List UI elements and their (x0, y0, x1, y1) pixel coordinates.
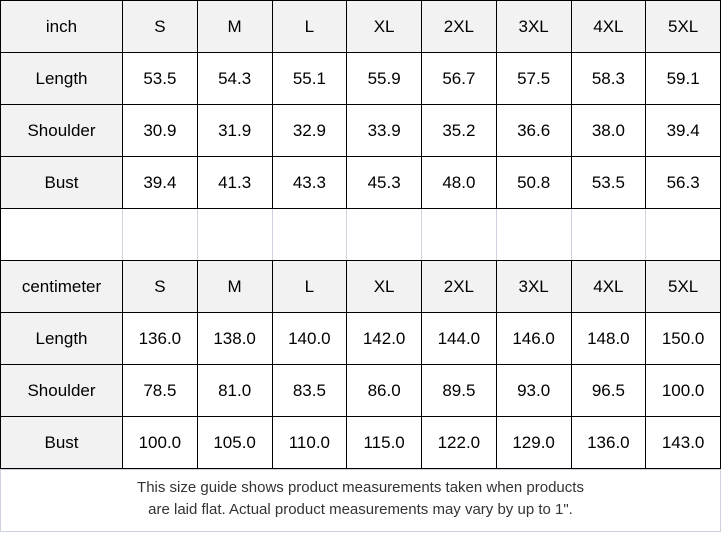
value-cell: 110.0 (271, 416, 348, 469)
value-cell: 105.0 (196, 416, 273, 469)
row-label-cell: Shoulder (0, 364, 123, 417)
note-line-2: are laid flat. Actual product measuremen… (148, 501, 573, 518)
column-header-cell: L (271, 0, 348, 53)
value-cell: 81.0 (196, 364, 273, 417)
row-label-cell: Bust (0, 156, 123, 209)
header-row-centimeter: centimeter S M L XL 2XL 3XL 4XL 5XL (0, 260, 721, 313)
size-table: inch S M L XL 2XL 3XL 4XL 5XL Length 53.5 54.3 55.1 5… (0, 0, 721, 469)
column-header-cell: 4XL (570, 260, 647, 313)
row-label-cell: Length (0, 52, 123, 105)
value-cell: 59.1 (645, 52, 721, 105)
value-cell: 100.0 (122, 416, 198, 469)
column-header-cell: XL (346, 260, 422, 313)
column-header-cell: 5XL (645, 260, 721, 313)
table-row: Shoulder 78.5 81.0 83.5 86.0 89.5 93.0 96.5 100.… (0, 364, 721, 417)
spacer-cell (495, 208, 572, 261)
value-cell: 48.0 (421, 156, 497, 209)
value-cell: 122.0 (421, 416, 497, 469)
spacer-cell (0, 208, 123, 261)
table-row: Shoulder 30.9 31.9 32.9 33.9 35.2 36.6 38.0 39.4 (0, 104, 721, 157)
value-cell: 56.7 (421, 52, 497, 105)
column-header-cell: XL (346, 0, 422, 53)
column-header-cell: S (122, 0, 198, 53)
row-label-cell: Bust (0, 416, 123, 469)
size-table-body: inch S M L XL 2XL 3XL 4XL 5XL Length 53.5 54.3 55.1 5… (0, 0, 721, 469)
value-cell: 58.3 (570, 52, 647, 105)
value-cell: 33.9 (346, 104, 422, 157)
value-cell: 39.4 (122, 156, 198, 209)
spacer-cell (421, 208, 497, 261)
value-cell: 86.0 (346, 364, 422, 417)
value-cell: 45.3 (346, 156, 422, 209)
value-cell: 89.5 (421, 364, 497, 417)
value-cell: 142.0 (346, 312, 422, 365)
spacer-cell (196, 208, 273, 261)
value-cell: 35.2 (421, 104, 497, 157)
note-line-1: This size guide shows product measuremen… (137, 479, 584, 496)
value-cell: 38.0 (570, 104, 647, 157)
value-cell: 83.5 (271, 364, 348, 417)
value-cell: 136.0 (570, 416, 647, 469)
value-cell: 150.0 (645, 312, 721, 365)
spacer-cell (570, 208, 647, 261)
table-row: Length 136.0 138.0 140.0 142.0 144.0 146.0 148.… (0, 312, 721, 365)
value-cell: 53.5 (570, 156, 647, 209)
row-label-cell: Shoulder (0, 104, 123, 157)
column-header-cell: S (122, 260, 198, 313)
column-header-cell: M (196, 0, 273, 53)
value-cell: 129.0 (495, 416, 572, 469)
value-cell: 115.0 (346, 416, 422, 469)
value-cell: 143.0 (645, 416, 721, 469)
size-guide-note: This size guide shows product measuremen… (0, 469, 721, 532)
spacer-cell (122, 208, 198, 261)
value-cell: 36.6 (495, 104, 572, 157)
value-cell: 136.0 (122, 312, 198, 365)
spacer-cell (645, 208, 721, 261)
value-cell: 31.9 (196, 104, 273, 157)
value-cell: 93.0 (495, 364, 572, 417)
value-cell: 78.5 (122, 364, 198, 417)
column-header-cell: 3XL (495, 260, 572, 313)
value-cell: 32.9 (271, 104, 348, 157)
value-cell: 54.3 (196, 52, 273, 105)
spacer-cell (271, 208, 348, 261)
value-cell: 57.5 (495, 52, 572, 105)
column-header-cell: 4XL (570, 0, 647, 53)
value-cell: 140.0 (271, 312, 348, 365)
column-header-cell: 2XL (421, 0, 497, 53)
table-row: Length 53.5 54.3 55.1 55.9 56.7 57.5 58.3 59.1 (0, 52, 721, 105)
unit-label-cell: inch (0, 0, 123, 53)
value-cell: 146.0 (495, 312, 572, 365)
header-row-inch: inch S M L XL 2XL 3XL 4XL 5XL (0, 0, 721, 53)
value-cell: 56.3 (645, 156, 721, 209)
value-cell: 144.0 (421, 312, 497, 365)
value-cell: 138.0 (196, 312, 273, 365)
value-cell: 30.9 (122, 104, 198, 157)
value-cell: 43.3 (271, 156, 348, 209)
value-cell: 96.5 (570, 364, 647, 417)
table-row: Bust 100.0 105.0 110.0 115.0 122.0 129.0 136.0 1… (0, 416, 721, 469)
value-cell: 148.0 (570, 312, 647, 365)
value-cell: 39.4 (645, 104, 721, 157)
table-row: Bust 39.4 41.3 43.3 45.3 48.0 50.8 53.5 56.3 (0, 156, 721, 209)
column-header-cell: 3XL (495, 0, 572, 53)
row-label-cell: Length (0, 312, 123, 365)
spacer-row (0, 208, 721, 261)
value-cell: 55.1 (271, 52, 348, 105)
column-header-cell: M (196, 260, 273, 313)
column-header-cell: 2XL (421, 260, 497, 313)
value-cell: 100.0 (645, 364, 721, 417)
unit-label-cell: centimeter (0, 260, 123, 313)
value-cell: 53.5 (122, 52, 198, 105)
column-header-cell: 5XL (645, 0, 721, 53)
value-cell: 55.9 (346, 52, 422, 105)
value-cell: 50.8 (495, 156, 572, 209)
spacer-cell (346, 208, 422, 261)
column-header-cell: L (271, 260, 348, 313)
value-cell: 41.3 (196, 156, 273, 209)
